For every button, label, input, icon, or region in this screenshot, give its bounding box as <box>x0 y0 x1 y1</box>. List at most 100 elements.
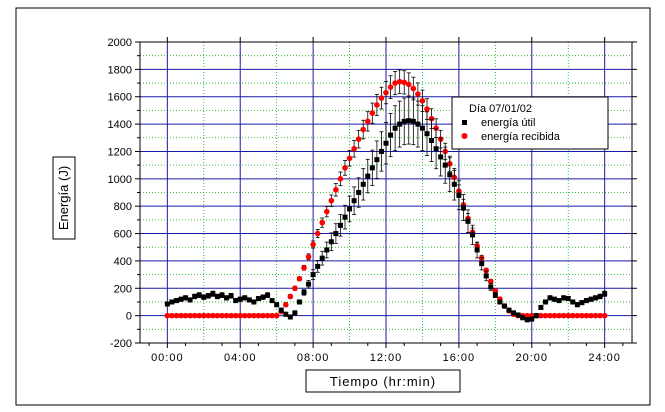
x-tick-labels: 00:00 04:00 08:00 12:00 16:00 20:00 24:00 <box>151 352 620 364</box>
point <box>260 294 266 300</box>
x-tick-label: 12:00 <box>370 352 403 364</box>
point <box>173 312 180 319</box>
point <box>538 312 544 319</box>
point <box>470 232 476 238</box>
point <box>278 307 284 313</box>
point <box>565 296 571 302</box>
point <box>583 312 590 319</box>
point <box>333 231 339 237</box>
y-tick-label: 1600 <box>108 92 132 104</box>
point <box>415 91 421 97</box>
point <box>479 261 485 267</box>
point <box>588 296 594 302</box>
point <box>246 297 252 303</box>
point <box>251 312 257 319</box>
point <box>319 255 325 261</box>
point <box>579 300 585 306</box>
point <box>574 302 580 308</box>
point <box>406 118 412 124</box>
series-energia-util <box>164 96 608 323</box>
point <box>323 208 330 215</box>
point <box>374 157 380 163</box>
point <box>260 312 266 319</box>
y-tick-label: 1800 <box>108 64 132 76</box>
point <box>296 299 302 305</box>
point <box>228 312 234 319</box>
point <box>242 295 248 301</box>
x-tick-label: 00:00 <box>151 352 184 364</box>
point <box>342 165 348 171</box>
point <box>570 299 576 305</box>
point <box>401 118 407 124</box>
ticks <box>135 37 637 348</box>
point <box>460 205 466 211</box>
point <box>592 312 599 319</box>
y-tick-label: 1000 <box>108 174 132 186</box>
point <box>192 293 198 299</box>
point <box>282 301 289 308</box>
point <box>392 125 398 131</box>
series-layer <box>164 69 608 323</box>
y-axis-title: Energía (J) <box>56 166 71 230</box>
point <box>183 295 189 301</box>
point <box>264 312 271 319</box>
point <box>424 131 430 137</box>
point <box>255 296 261 302</box>
legend-marker-recibida <box>461 133 468 139</box>
point <box>465 218 471 224</box>
point <box>547 295 553 301</box>
point <box>511 310 517 316</box>
point <box>415 121 421 127</box>
legend-title: Día 07/01/02 <box>469 103 532 115</box>
point <box>565 312 572 319</box>
point <box>324 247 330 253</box>
point <box>241 312 248 319</box>
point <box>574 312 581 319</box>
point <box>283 311 289 317</box>
x-tick-label: 08:00 <box>297 352 330 364</box>
point <box>178 312 184 319</box>
point <box>529 316 535 322</box>
point <box>429 138 435 144</box>
point <box>315 263 321 269</box>
point <box>456 192 462 198</box>
point <box>388 132 394 138</box>
point <box>173 298 179 304</box>
series-energia-recibida <box>164 69 608 319</box>
point <box>378 148 384 154</box>
point <box>223 312 230 319</box>
point <box>246 312 253 319</box>
point <box>369 165 375 171</box>
point <box>542 312 549 319</box>
point <box>447 172 453 178</box>
point <box>214 312 221 319</box>
legend-box <box>451 96 609 150</box>
point <box>520 315 526 321</box>
point <box>383 140 389 146</box>
y-tick-label: 1200 <box>108 146 132 158</box>
point <box>569 312 576 319</box>
point <box>292 310 298 316</box>
point <box>556 312 562 319</box>
point <box>200 312 207 319</box>
point <box>255 312 262 319</box>
point <box>237 312 244 319</box>
point <box>232 312 239 319</box>
point <box>328 197 335 204</box>
point <box>524 317 530 323</box>
point <box>328 239 334 245</box>
point <box>433 125 439 131</box>
point <box>487 278 494 285</box>
y-tick-label: 2000 <box>108 37 132 49</box>
point <box>397 121 403 127</box>
point <box>364 118 371 125</box>
point <box>342 214 348 220</box>
point <box>347 206 353 212</box>
y-tick-labels: -200 0 200 400 600 800 1000 1200 1400 1600 1800 200… <box>108 37 132 350</box>
point <box>296 275 303 282</box>
point <box>374 102 380 108</box>
point <box>337 222 343 228</box>
point <box>588 312 594 319</box>
point <box>483 273 489 279</box>
